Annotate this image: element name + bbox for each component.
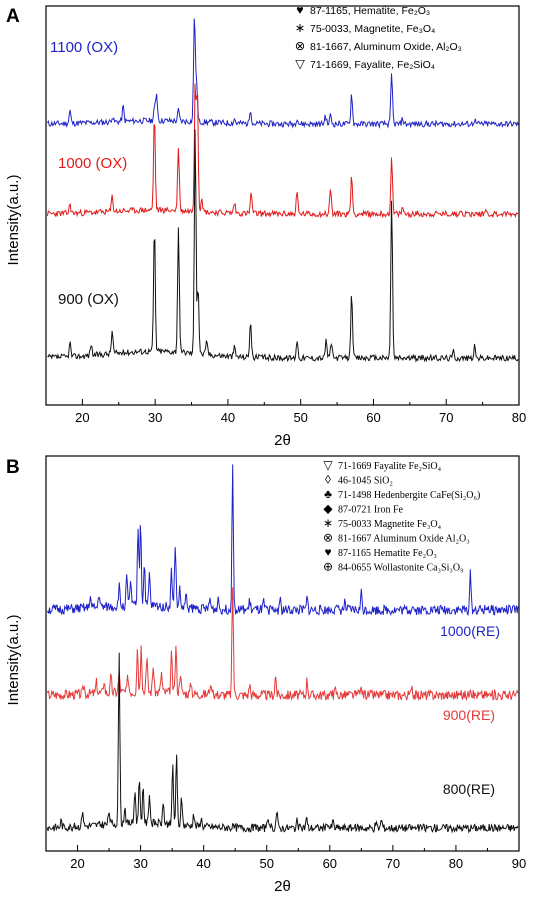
legend-text: 46-1045 SiO₂ [338,476,393,487]
x-tick-label: 40 [221,410,235,425]
x-tick-label: 20 [75,410,89,425]
legend-symbol: ◆ [323,502,333,516]
legend-text: 87-0721 Iron Fe [338,505,404,516]
series-label: 900(RE) [443,707,495,723]
series-line-0 [46,464,519,616]
legend-text: 87-1165, Hematite, Fe₂O₃ [310,5,430,17]
legend-text: 84-0655 Wollastonite Ca₃Si₃O₉ [338,563,464,574]
x-tick-label: 50 [293,410,307,425]
x-tick-label: 60 [323,856,337,871]
series-line-2 [47,129,519,363]
panel-letter: A [6,6,20,27]
panel-letter: B [6,457,20,478]
x-tick-label: 50 [259,856,273,871]
legend-text: 71-1498 Hedenbergite CaFe(Si₂O₆) [338,490,480,501]
y-axis-label: Intensity(a.u.) [5,175,22,266]
legend-symbol: ♥ [324,545,331,559]
legend-text: 81-1667, Aluminum Oxide, Al₂O₃ [310,41,462,53]
panel-a: A 1100 (OX) 1000 (OX) 900 (OX) 20 30 40 50 60 70 8… [5,3,526,449]
plot-frame [45,455,520,852]
plot-frame [45,5,520,406]
legend-symbol: ♣ [324,487,332,501]
legend-symbol: ∗ [323,516,333,530]
legend-symbol: ▽ [323,458,333,472]
legend: ♥ 87-1165, Hematite, Fe₂O₃ ∗ 75-0033, Magne… [295,3,462,71]
x-axis-label: 2θ [274,878,291,895]
series-label: 1000(RE) [440,623,500,639]
legend-symbol: ⊗ [295,39,305,53]
x-tick-label: 70 [386,856,400,871]
legend-symbol: ◊ [325,473,331,487]
legend-symbol: ⊕ [323,560,333,574]
x-tick-label: 70 [439,410,453,425]
legend-text: 71-1669 Fayalite Fe₂SiO₄ [338,461,442,472]
series-label: 800(RE) [443,781,495,797]
legend-text: 81-1667 Aluminum Oxide Al₂O₃ [338,534,470,545]
series-line-1 [47,83,519,219]
series-line-2 [46,652,519,834]
legend-symbol: ⊗ [323,531,333,545]
x-tick-label: 40 [196,856,210,871]
legend: ▽ 71-1669 Fayalite Fe₂SiO₄ ◊ 46-1045 SiO₂ ♣ 7… [323,458,480,574]
legend-text: 75-0033 Magnetite Fe₃O₄ [338,519,442,530]
x-tick-label: 30 [148,410,162,425]
y-axis-label: Intensity(a.u.) [5,615,22,706]
series-label: 1000 (OX) [58,155,127,172]
legend-text: 87-1165 Hematite Fe₂O₃ [338,548,437,559]
series-line-1 [46,587,519,702]
x-tick-label: 60 [366,410,380,425]
x-tick-label: 20 [70,856,84,871]
x-axis-label: 2θ [274,432,291,449]
legend-symbol: ∗ [295,21,305,35]
x-tick-label: 80 [512,410,526,425]
series-label: 900 (OX) [58,291,119,308]
legend-text: 75-0033, Magnetite, Fe₃O₄ [310,23,435,35]
legend-text: 71-1669, Fayalite, Fe₂SiO₄ [310,59,435,71]
legend-symbol: ▽ [295,57,305,71]
series-line-0 [47,18,519,129]
x-tick-label: 30 [133,856,147,871]
x-tick-label: 90 [512,856,526,871]
panel-b: B 1000(RE) 900(RE) 800(RE) 20 30 40 50 60 70 80 90 2… [5,455,526,895]
x-tick-label: 80 [449,856,463,871]
series-label: 1100 (OX) [50,39,118,56]
legend-symbol: ♥ [296,3,303,17]
